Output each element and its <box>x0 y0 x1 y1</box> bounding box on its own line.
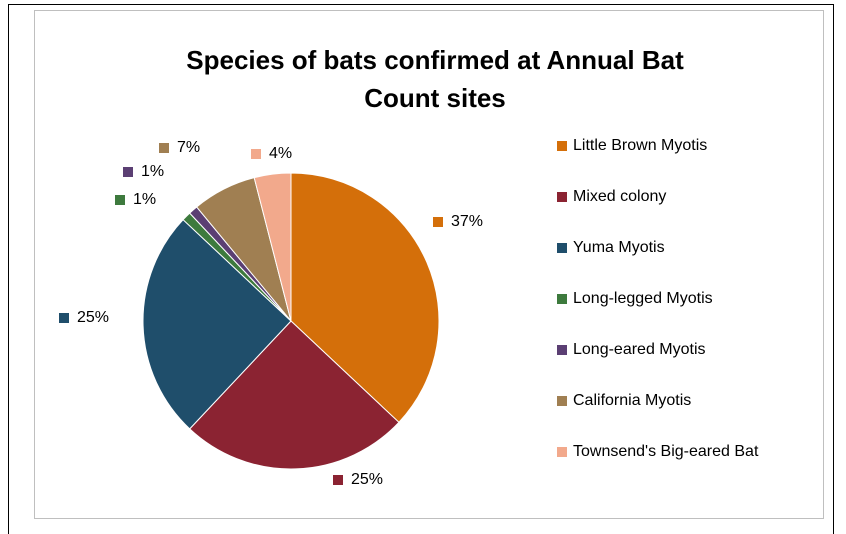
data-label: 4% <box>251 145 292 163</box>
legend-swatch <box>557 243 567 253</box>
data-label: 1% <box>115 191 156 209</box>
data-label-swatch <box>333 475 343 485</box>
pie-slice <box>142 218 292 430</box>
legend-label: Long-legged Myotis <box>573 290 713 307</box>
legend-label: Townsend's Big-eared Bat <box>573 443 759 460</box>
data-label-swatch <box>433 217 443 227</box>
data-label: 1% <box>123 163 164 181</box>
legend-label: Little Brown Myotis <box>573 137 708 154</box>
legend-swatch <box>557 141 567 151</box>
pie-slice <box>188 320 400 470</box>
data-label-swatch <box>123 167 133 177</box>
legend-swatch <box>557 447 567 457</box>
legend-label: Yuma Myotis <box>573 239 665 256</box>
legend-item: Mixed colony <box>557 188 666 206</box>
legend-item: Townsend's Big-eared Bat <box>557 443 758 461</box>
data-label-text: 4% <box>269 145 293 162</box>
data-label-text: 37% <box>451 213 484 230</box>
data-label-swatch <box>115 195 125 205</box>
chart-area: Species of bats confirmed at Annual Bat … <box>34 10 824 519</box>
pie-slice <box>253 172 292 322</box>
data-label-swatch <box>251 149 261 159</box>
legend-label: Long-eared Myotis <box>573 341 706 358</box>
data-label-swatch <box>159 143 169 153</box>
legend-item: Yuma Myotis <box>557 239 665 257</box>
pie-chart <box>142 172 440 470</box>
data-label-text: 7% <box>177 139 201 156</box>
legend-label: Mixed colony <box>573 188 667 205</box>
legend-item: Little Brown Myotis <box>557 137 707 155</box>
data-label: 37% <box>433 213 483 231</box>
legend-swatch <box>557 396 567 406</box>
legend-swatch <box>557 294 567 304</box>
legend-label: California Myotis <box>573 392 692 409</box>
data-label-swatch <box>59 313 69 323</box>
legend-item: California Myotis <box>557 392 691 410</box>
chart-title: Species of bats confirmed at Annual Bat … <box>186 45 684 113</box>
legend-swatch <box>557 345 567 355</box>
outer-frame <box>8 4 834 534</box>
data-label: 7% <box>159 139 200 157</box>
legend-swatch <box>557 192 567 202</box>
pie-slice <box>290 172 440 424</box>
legend-item: Long-eared Myotis <box>557 341 706 359</box>
data-label-text: 1% <box>141 163 165 180</box>
data-label: 25% <box>59 309 109 327</box>
data-label-text: 25% <box>77 309 110 326</box>
data-label-text: 1% <box>133 191 157 208</box>
legend-item: Long-legged Myotis <box>557 290 713 308</box>
data-label-text: 25% <box>351 471 384 488</box>
data-label: 25% <box>333 471 383 489</box>
